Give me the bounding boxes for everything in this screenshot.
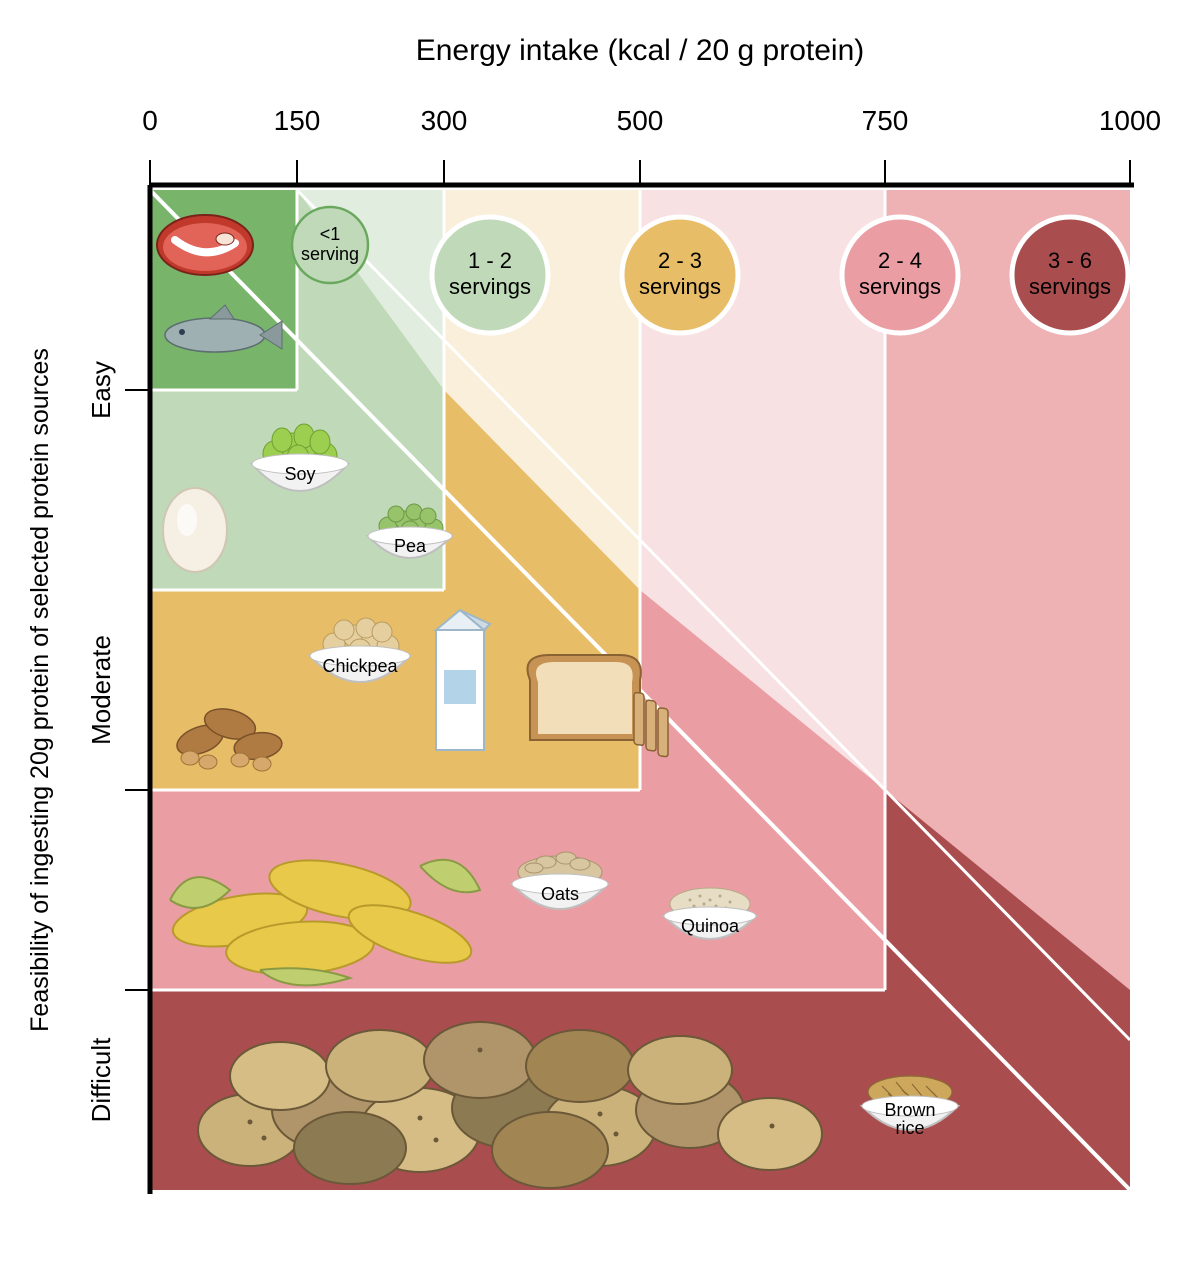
badge-1-2: 1 - 2 servings: [432, 217, 548, 333]
svg-text:2 - 4: 2 - 4: [878, 248, 922, 273]
y-tick-easy: Easy: [86, 361, 116, 419]
svg-text:1 - 2: 1 - 2: [468, 248, 512, 273]
plot-area: <1 serving 1 - 2 servings 2 - 3 servings…: [150, 190, 1130, 1190]
x-tick-marks: [150, 160, 1130, 185]
x-tick-1: 150: [274, 105, 321, 136]
y-tick-moderate: Moderate: [86, 635, 116, 745]
x-axis-title: Energy intake (kcal / 20 g protein): [416, 34, 865, 67]
svg-text:2 - 3: 2 - 3: [658, 248, 702, 273]
badge-2-4: 2 - 4 servings: [842, 217, 958, 333]
food-steak-icon: [157, 215, 253, 275]
svg-text:servings: servings: [449, 274, 531, 299]
x-ticks: 0 150 300 500 750 1000: [142, 105, 1161, 136]
x-tick-2: 300: [421, 105, 468, 136]
x-tick-5: 1000: [1099, 105, 1161, 136]
svg-text:servings: servings: [1029, 274, 1111, 299]
y-axis-title: Feasibility of ingesting 20g protein of …: [26, 348, 54, 1032]
svg-text:Chickpea: Chickpea: [322, 656, 398, 676]
y-tick-difficult: Difficult: [86, 1037, 116, 1123]
badge-2-3: 2 - 3 servings: [622, 217, 738, 333]
svg-text:Oats: Oats: [541, 884, 579, 904]
brown-rice-label-1: Brown: [884, 1100, 935, 1120]
food-egg-icon: [163, 488, 227, 572]
svg-text:servings: servings: [639, 274, 721, 299]
y-ticks: Easy Moderate Difficult: [86, 361, 150, 1122]
svg-text:Quinoa: Quinoa: [681, 916, 740, 936]
badge-lt1: <1 serving: [292, 207, 368, 283]
protein-feasibility-infographic: Energy intake (kcal / 20 g protein) Feas…: [20, 20, 1164, 1260]
svg-text:Soy: Soy: [284, 464, 315, 484]
food-milk-icon: [436, 610, 490, 750]
svg-text:serving: serving: [301, 244, 359, 264]
svg-text:<1: <1: [320, 224, 341, 244]
svg-text:Pea: Pea: [394, 536, 427, 556]
x-tick-0: 0: [142, 105, 158, 136]
svg-text:3 - 6: 3 - 6: [1048, 248, 1092, 273]
x-tick-3: 500: [617, 105, 664, 136]
badge-3-6: 3 - 6 servings: [1012, 217, 1128, 333]
svg-text:servings: servings: [859, 274, 941, 299]
brown-rice-label-2: rice: [895, 1118, 924, 1138]
x-tick-4: 750: [862, 105, 909, 136]
